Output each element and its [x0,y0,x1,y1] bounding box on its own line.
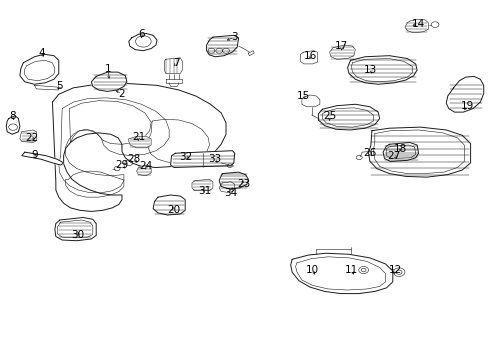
Text: 27: 27 [387,151,400,161]
Polygon shape [300,51,317,64]
Polygon shape [290,253,392,294]
Polygon shape [404,19,427,33]
Polygon shape [446,76,483,112]
Polygon shape [55,217,96,241]
Polygon shape [136,165,151,176]
Text: 9: 9 [31,150,38,160]
Text: 16: 16 [303,51,316,61]
Text: 6: 6 [138,29,144,39]
Polygon shape [206,35,238,57]
Text: 12: 12 [388,265,401,275]
Text: 17: 17 [334,41,347,51]
Polygon shape [368,127,469,177]
Polygon shape [382,143,418,161]
Text: 8: 8 [9,111,15,121]
Polygon shape [34,85,59,90]
Text: 29: 29 [115,160,128,170]
Text: 34: 34 [224,188,237,198]
Polygon shape [164,58,182,73]
Text: 14: 14 [411,18,425,28]
Text: 25: 25 [322,111,336,121]
Text: 3: 3 [231,32,238,42]
Text: 23: 23 [236,179,250,189]
Text: 28: 28 [127,154,140,164]
Text: 21: 21 [132,132,145,142]
Polygon shape [52,84,225,211]
Text: 24: 24 [140,161,153,171]
Polygon shape [219,182,234,193]
Text: 13: 13 [364,65,377,75]
Text: 1: 1 [105,64,111,74]
Text: 10: 10 [305,265,319,275]
Text: 22: 22 [25,133,38,143]
Text: 5: 5 [56,81,63,91]
Polygon shape [22,152,63,165]
Polygon shape [192,179,212,191]
Polygon shape [128,136,151,148]
Text: 33: 33 [207,154,221,164]
Polygon shape [91,72,126,91]
Polygon shape [128,33,157,51]
Polygon shape [20,130,36,143]
Polygon shape [170,151,234,167]
Text: 7: 7 [173,58,180,68]
Text: 20: 20 [167,205,180,215]
Polygon shape [20,54,59,84]
Polygon shape [219,172,248,189]
Text: 31: 31 [198,186,211,197]
Polygon shape [347,56,416,84]
Polygon shape [301,95,319,107]
Text: 11: 11 [344,265,357,275]
Text: 18: 18 [393,144,406,154]
Text: 19: 19 [460,101,473,111]
Text: 15: 15 [297,91,310,101]
Polygon shape [329,45,355,59]
Text: 32: 32 [179,152,192,162]
Polygon shape [6,116,20,134]
Polygon shape [153,195,185,215]
Text: 2: 2 [119,89,125,99]
Text: 26: 26 [363,148,376,158]
Polygon shape [318,104,379,130]
Text: 30: 30 [72,230,84,240]
Text: 4: 4 [38,48,44,58]
